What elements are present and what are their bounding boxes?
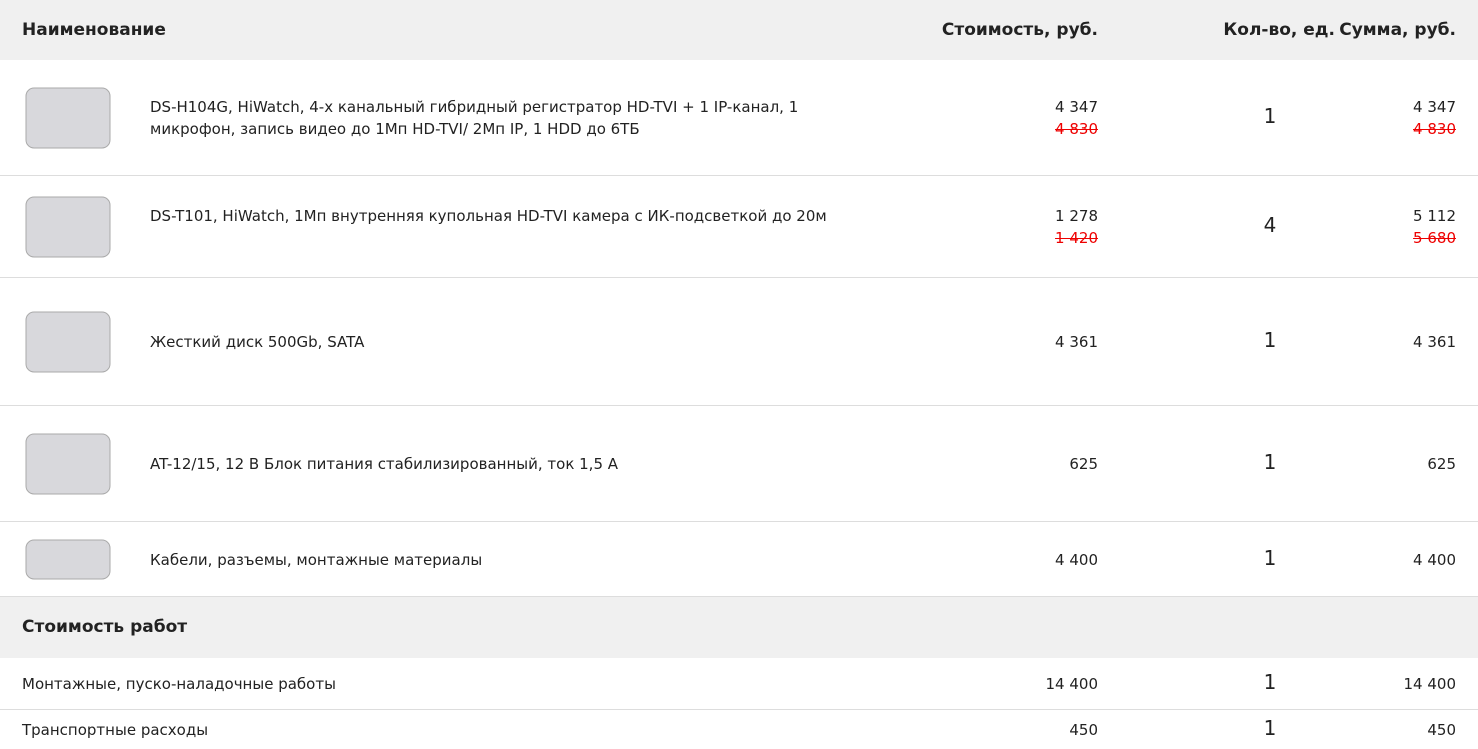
- item-name: Кабели, разъемы, монтажные материалы: [150, 549, 870, 571]
- header-qty: Кол-во, ед.: [1223, 19, 1335, 41]
- item-sum: 625: [1427, 453, 1456, 475]
- item-cost: 14 400: [1046, 673, 1099, 695]
- item-cost: 625: [1069, 453, 1098, 475]
- item-sum: 14 400: [1404, 673, 1457, 695]
- item-sum: 4 361: [1413, 331, 1456, 353]
- item-row: Жесткий диск 500Gb, SATA 4 361 1 4 361: [0, 278, 1478, 406]
- section-title: Стоимость работ: [22, 616, 187, 638]
- item-old-cost: 1 420: [1055, 227, 1098, 249]
- product-image: [22, 530, 114, 589]
- item-qty: 1: [1240, 105, 1300, 127]
- item-name: Транспортные расходы: [22, 719, 922, 741]
- item-cost: 450: [1069, 719, 1098, 741]
- item-name: Жесткий диск 500Gb, SATA: [150, 331, 870, 353]
- item-old-sum: 5 680: [1413, 227, 1456, 249]
- item-qty: 1: [1240, 547, 1300, 569]
- work-row: Транспортные расходы 450 1 450: [0, 710, 1478, 749]
- item-sum: 5 112: [1413, 205, 1456, 227]
- item-row: DS-H104G, HiWatch, 4-х канальный гибридн…: [0, 60, 1478, 176]
- item-cost: 4 361: [1055, 331, 1098, 353]
- header-sum: Сумма, руб.: [1339, 19, 1456, 41]
- item-row: Кабели, разъемы, монтажные материалы 4 40…: [0, 522, 1478, 597]
- item-cost: 4 400: [1055, 549, 1098, 571]
- product-image: [22, 78, 114, 158]
- item-cost: 4 347: [1055, 96, 1098, 118]
- item-qty: 4: [1240, 214, 1300, 236]
- item-sum: 4 400: [1413, 549, 1456, 571]
- header-name: Наименование: [22, 19, 166, 41]
- price-table: Наименование Стоимость, руб. Кол-во, ед.Су…: [0, 0, 1478, 749]
- product-image: [22, 302, 114, 382]
- item-qty: 1: [1240, 717, 1300, 739]
- item-sum: 4 347: [1413, 96, 1456, 118]
- item-row: DS-T101, HiWatch, 1Мп внутренняя купольн…: [0, 176, 1478, 278]
- product-image: [22, 424, 114, 504]
- item-old-cost: 4 830: [1055, 118, 1098, 140]
- product-image: [22, 187, 114, 267]
- item-old-sum: 4 830: [1413, 118, 1456, 140]
- item-name: Монтажные, пуско-наладочные работы: [22, 673, 922, 695]
- section-row: Стоимость работ: [0, 597, 1478, 658]
- item-cost: 1 278: [1055, 205, 1098, 227]
- work-row: Монтажные, пуско-наладочные работы 14 400…: [0, 658, 1478, 710]
- item-qty: 1: [1240, 671, 1300, 693]
- item-name: AT-12/15, 12 В Блок питания стабилизиров…: [150, 453, 870, 475]
- header-cost: Стоимость, руб.: [942, 19, 1098, 41]
- item-sum: 450: [1427, 719, 1456, 741]
- item-qty: 1: [1240, 329, 1300, 351]
- item-row: AT-12/15, 12 В Блок питания стабилизиров…: [0, 406, 1478, 522]
- item-qty: 1: [1240, 451, 1300, 473]
- item-name: DS-H104G, HiWatch, 4-х канальный гибридн…: [150, 96, 870, 140]
- item-name: DS-T101, HiWatch, 1Мп внутренняя купольн…: [150, 205, 870, 227]
- header-row: Наименование Стоимость, руб. Кол-во, ед.Су…: [0, 0, 1478, 60]
